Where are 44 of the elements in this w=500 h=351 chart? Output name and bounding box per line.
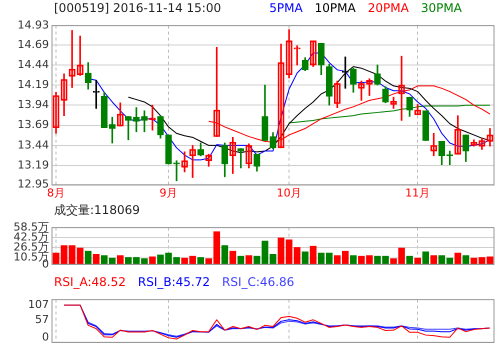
bar — [221, 245, 228, 264]
bar — [454, 252, 462, 264]
y-tick-label: 13.94 — [18, 98, 49, 112]
y-tick-label: 107 — [28, 298, 49, 311]
y-tick-label: 12.95 — [18, 178, 49, 191]
y-tick-label: 14.19 — [18, 78, 49, 91]
bar — [462, 255, 470, 264]
text: 5PMA — [269, 1, 303, 15]
y-tick-label: 0 — [42, 330, 49, 344]
y-tick-label: 13.19 — [18, 158, 49, 172]
bar — [92, 254, 100, 264]
bar — [229, 250, 236, 264]
text: RSI_B:45.72 — [138, 275, 210, 289]
y-tick-label: 14.93 — [18, 18, 49, 32]
chart-title: 成交量:118069 — [54, 202, 140, 218]
series-label: RSI_A:48.52 — [54, 275, 126, 289]
text: RSI_C:46.86 — [222, 275, 294, 289]
text: 30PMA — [420, 1, 462, 15]
x-tick-label: 9月 — [160, 186, 178, 200]
bar — [246, 255, 252, 264]
y-tick-label: 14.69 — [18, 38, 49, 51]
bar — [149, 256, 156, 264]
bar — [406, 256, 413, 264]
text: 10PMA — [314, 1, 356, 15]
bar — [302, 251, 308, 264]
bar — [310, 246, 317, 264]
bar — [350, 255, 357, 264]
x-tick-label: 10月 — [276, 186, 302, 200]
y-tick-label: 58.5万 — [14, 220, 49, 234]
chart-title: [000519] 2016-11-14 15:00 — [54, 1, 222, 15]
bar — [414, 258, 421, 264]
y-tick-label: 14.44 — [18, 58, 49, 71]
bar — [430, 255, 438, 264]
text: 20PMA — [368, 1, 409, 15]
bar — [197, 257, 204, 264]
bar — [238, 256, 244, 264]
bar — [422, 251, 430, 264]
bar — [116, 255, 124, 264]
x-tick-label: 8月 — [47, 186, 66, 200]
y-tick-label: 13.69 — [18, 118, 49, 132]
y-tick-label: 57 — [35, 313, 49, 326]
y-tick-label: 13.44 — [18, 138, 49, 152]
bar — [84, 250, 92, 264]
x-tick-label: 11月 — [405, 186, 430, 200]
